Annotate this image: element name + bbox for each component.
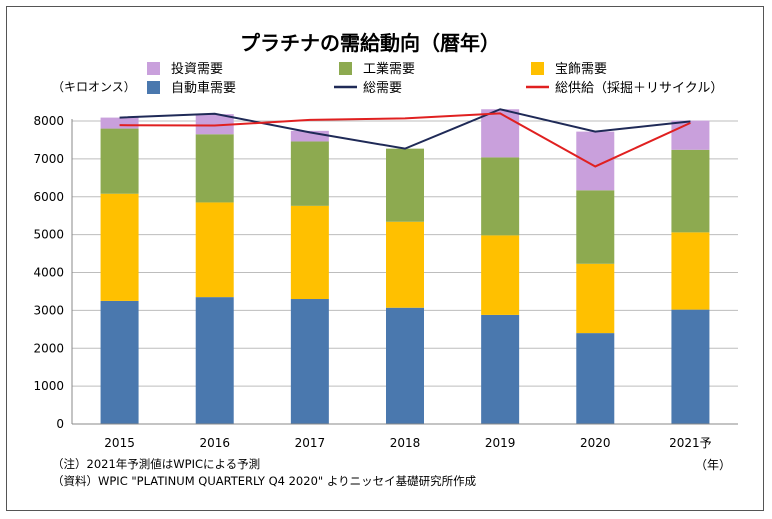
y-tick-label: 3000	[33, 303, 64, 317]
y-tick-label: 5000	[33, 228, 64, 242]
bar-segment	[671, 232, 710, 310]
note-line-2: （資料）WPIC "PLATINUM QUARTERLY Q4 2020" より…	[52, 474, 477, 488]
bar-segment	[671, 309, 710, 424]
bar-segment	[671, 120, 710, 150]
bar-segment	[386, 148, 424, 222]
bar-segment	[576, 333, 615, 424]
bar-segment	[195, 202, 234, 298]
y-tick-label: 7000	[33, 152, 64, 166]
y-tick-label: 4000	[33, 266, 64, 280]
series-line	[119, 112, 691, 168]
bar-segment	[481, 109, 520, 158]
legend-swatch	[147, 81, 160, 94]
bar-segment	[195, 297, 234, 424]
x-axis-unit-label: （年）	[695, 458, 731, 472]
bar-segment	[195, 114, 234, 135]
y-tick-label: 1000	[33, 379, 64, 393]
bar-segment	[290, 299, 329, 424]
chart-title: プラチナの需給動向（暦年）	[240, 31, 500, 55]
y-tick-labels: 0 1000 2000 3000 4000 5000 6000 7000 8000	[33, 114, 64, 431]
bar-segment	[100, 193, 139, 301]
bar-segment	[576, 263, 615, 334]
legend-label: 総需要	[363, 81, 402, 96]
bar-segment	[290, 141, 329, 206]
bar-segment	[386, 221, 424, 308]
y-axis-unit-label: （キロオンス）	[52, 80, 136, 94]
bar-segment	[195, 134, 234, 203]
y-tick-label: 6000	[33, 190, 64, 204]
bar-segment	[481, 314, 520, 424]
y-tick-label: 8000	[33, 114, 64, 128]
bar-segment	[576, 190, 615, 264]
bar-segment	[481, 157, 520, 236]
legend-swatch	[339, 62, 352, 75]
legend-label: 総供給（採掘＋リサイクル）	[555, 81, 723, 96]
x-tick-label: 2016	[199, 436, 230, 450]
bar-segment	[290, 130, 329, 142]
bar-segment	[100, 300, 139, 424]
bars	[100, 109, 710, 424]
bar-segment	[100, 128, 139, 194]
x-tick-label: 2020	[580, 436, 611, 450]
x-tick-label: 2018	[390, 436, 421, 450]
x-tick-label: 2021予	[669, 436, 712, 450]
legend-label: 工業需要	[363, 61, 415, 77]
legend-label: 自動車需要	[171, 81, 236, 96]
legend-swatch	[147, 62, 160, 75]
x-tick-label: 2017	[295, 436, 326, 450]
y-tick-label: 2000	[33, 341, 64, 355]
series-lines	[119, 108, 691, 168]
legend-label: 宝飾需要	[555, 62, 607, 77]
legend-swatch	[531, 62, 544, 75]
bar-segment	[671, 149, 710, 233]
x-tick-label: 2019	[485, 436, 516, 450]
bar-segment	[290, 205, 329, 300]
bar-segment	[386, 307, 424, 424]
bar-segment	[481, 235, 520, 315]
note-line-1: （注）2021年予測値はWPICによる予測	[52, 457, 260, 471]
legend-label: 投資需要	[171, 61, 223, 77]
bar-segment	[100, 117, 139, 129]
axes	[71, 119, 738, 425]
y-tick-label: 0	[56, 417, 64, 431]
x-tick-labels: 2015 2016 2017 2018 2019 2020 2021予	[104, 436, 711, 450]
series-line	[119, 108, 691, 150]
x-tick-label: 2015	[104, 436, 135, 450]
